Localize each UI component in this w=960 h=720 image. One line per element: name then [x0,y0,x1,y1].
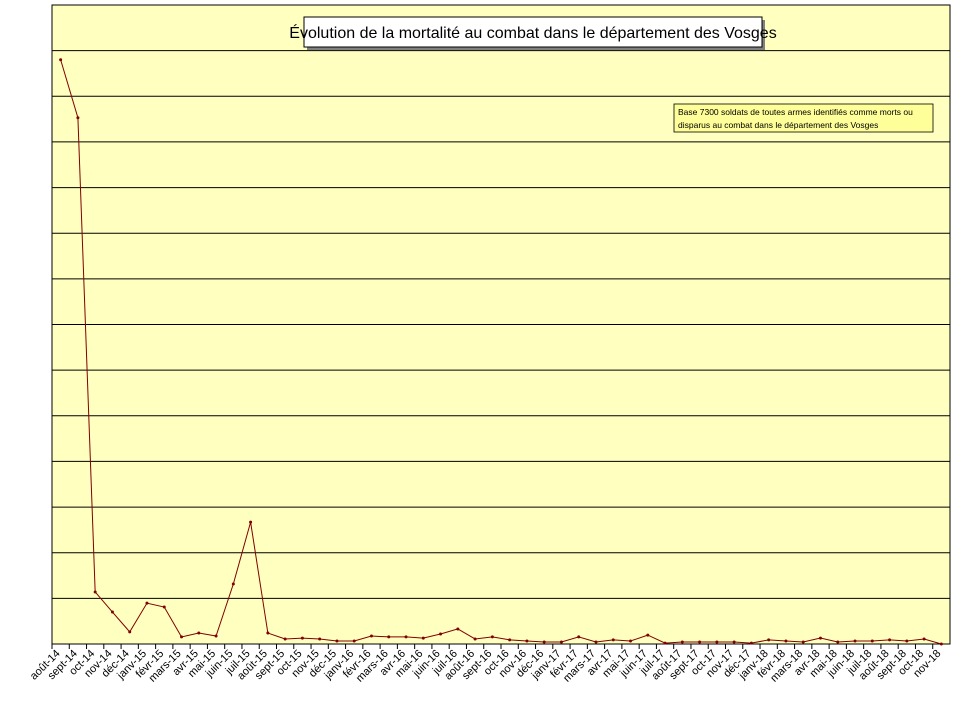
point [93,590,97,594]
point [110,610,114,614]
annotation-box [673,103,934,133]
point [352,639,356,643]
point [283,637,287,641]
annotation: Base 7300 soldats de toutes armes identi… [678,107,913,117]
point [663,641,667,645]
point [335,639,339,643]
point [767,638,771,642]
point [749,641,753,645]
chart-title: Évolution de la mortalité au combat dans… [289,23,776,42]
point [387,635,391,639]
title-box [303,16,763,48]
point [680,640,684,644]
point [870,639,874,643]
point [853,639,857,643]
point [715,640,719,644]
annotation: disparus au combat dans le département d… [678,120,878,130]
point [214,634,218,638]
point [698,640,702,644]
marks [59,58,943,646]
point [888,638,892,642]
point [231,582,235,586]
point [732,640,736,644]
point [611,638,615,642]
point [939,642,943,646]
grid [51,4,950,649]
point [646,633,650,637]
point [629,639,633,643]
point [180,635,184,639]
point [128,630,132,634]
point [456,627,460,631]
line [60,59,942,645]
point [542,640,546,644]
point [525,639,529,643]
point [145,601,149,605]
point [818,636,822,640]
point [249,520,253,524]
point [59,58,63,62]
point [577,635,581,639]
point [905,639,909,643]
point [508,638,512,642]
point [836,640,840,644]
point [266,631,270,635]
point [162,605,166,609]
point [439,632,443,636]
point [490,635,494,639]
point [784,639,788,643]
point [473,637,477,641]
point [922,637,926,641]
point [559,640,563,644]
point [421,636,425,640]
point [76,116,80,120]
point [369,634,373,638]
point [594,640,598,644]
point [300,636,304,640]
point [404,635,408,639]
point [801,640,805,644]
point [318,637,322,641]
point [197,631,201,635]
